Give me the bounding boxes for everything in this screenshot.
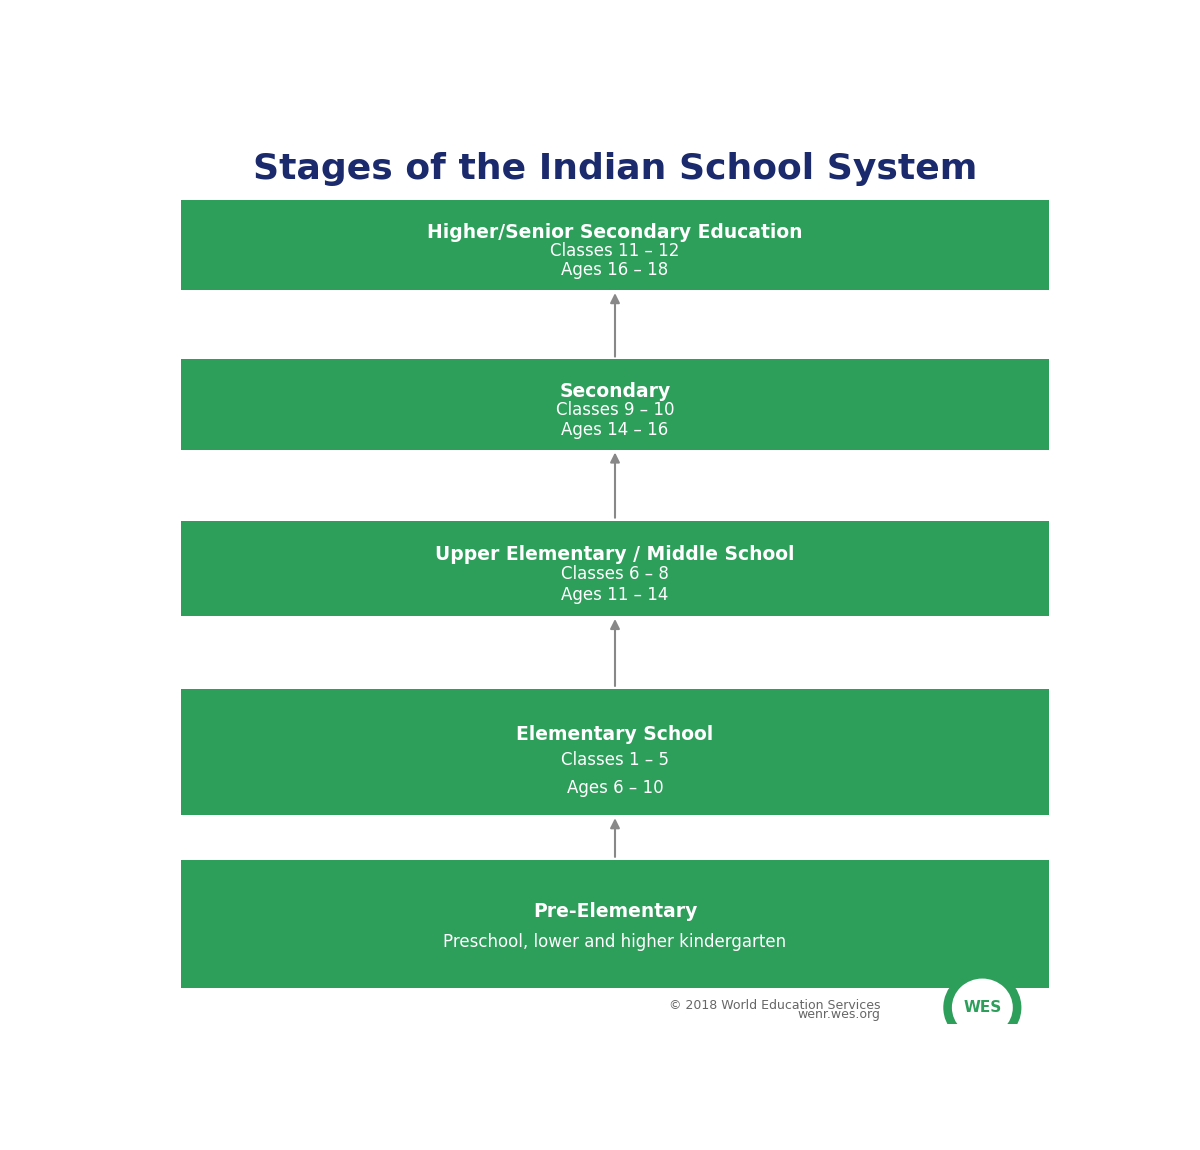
- Text: WES: WES: [964, 1000, 1002, 1015]
- Text: wenr.wes.org: wenr.wes.org: [797, 1009, 880, 1021]
- Circle shape: [943, 971, 1021, 1044]
- Text: Pre-Elementary: Pre-Elementary: [533, 902, 697, 920]
- FancyBboxPatch shape: [181, 521, 1049, 616]
- FancyBboxPatch shape: [181, 359, 1049, 450]
- Text: Classes 9 – 10: Classes 9 – 10: [556, 401, 674, 419]
- Text: Higher/Senior Secondary Education: Higher/Senior Secondary Education: [427, 223, 803, 241]
- Text: Ages 11 – 14: Ages 11 – 14: [562, 586, 668, 604]
- Text: Classes 1 – 5: Classes 1 – 5: [562, 751, 670, 768]
- Text: Ages 14 – 16: Ages 14 – 16: [562, 421, 668, 439]
- Text: Elementary School: Elementary School: [516, 724, 714, 744]
- Text: ®: ®: [1015, 969, 1024, 979]
- Text: Classes 6 – 8: Classes 6 – 8: [562, 565, 668, 583]
- Circle shape: [952, 979, 1013, 1036]
- Text: © 2018 World Education Services: © 2018 World Education Services: [668, 999, 880, 1012]
- Text: Upper Elementary / Middle School: Upper Elementary / Middle School: [436, 545, 794, 565]
- Text: Secondary: Secondary: [559, 383, 671, 401]
- Text: Ages 16 – 18: Ages 16 – 18: [562, 261, 668, 279]
- Text: Classes 11 – 12: Classes 11 – 12: [551, 242, 679, 260]
- Text: Stages of the Indian School System: Stages of the Indian School System: [253, 152, 977, 186]
- FancyBboxPatch shape: [181, 860, 1049, 988]
- Text: Preschool, lower and higher kindergarten: Preschool, lower and higher kindergarten: [444, 933, 786, 951]
- FancyBboxPatch shape: [181, 689, 1049, 815]
- FancyBboxPatch shape: [181, 200, 1049, 290]
- Text: Ages 6 – 10: Ages 6 – 10: [566, 779, 664, 797]
